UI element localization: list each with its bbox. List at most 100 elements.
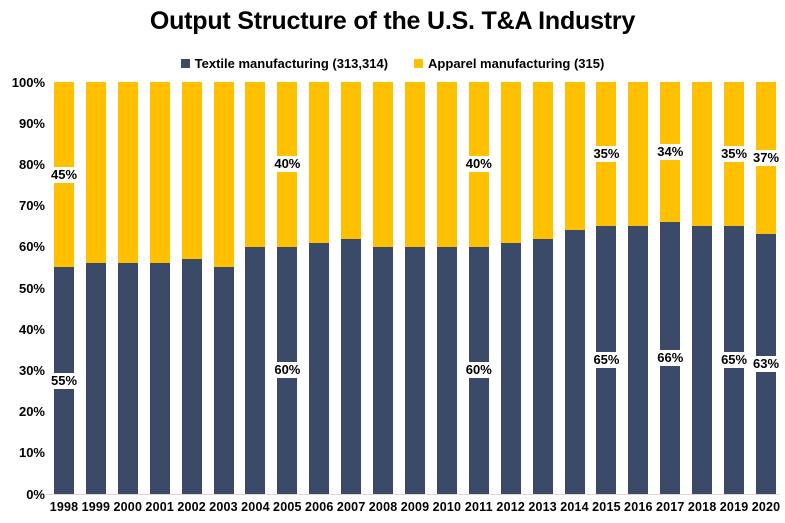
- bar-segment-apparel: [405, 82, 425, 247]
- y-tick-label: 90%: [18, 115, 45, 131]
- bar-segment-textile: [85, 263, 106, 494]
- y-tick-label: 50%: [18, 280, 45, 296]
- x-tick-label: 2004: [241, 500, 270, 514]
- y-tick-label: 40%: [18, 321, 45, 337]
- y-tick-label: 80%: [18, 156, 45, 172]
- x-tick-label: 2010: [432, 500, 462, 514]
- bar-segment-textile: [181, 259, 202, 494]
- legend-swatch-apparel-icon: [414, 59, 424, 68]
- x-tick-label: 1999: [81, 500, 111, 514]
- bar-column: 2012: [496, 82, 525, 514]
- bar-column: 2008: [369, 82, 397, 514]
- data-label-apparel: 35%: [718, 146, 751, 163]
- data-label-textile: 55%: [47, 372, 81, 389]
- data-label-apparel: 40%: [462, 156, 495, 173]
- bar-segment-apparel: [117, 82, 138, 264]
- x-tick-label: 2005: [273, 500, 302, 514]
- bar-segment-textile: [245, 246, 266, 494]
- bar-column: 55% 45% 1998: [47, 82, 81, 514]
- bar-column: 2009: [401, 82, 429, 514]
- bar-segment-apparel: [436, 82, 457, 247]
- bar-segment-apparel: [181, 82, 202, 260]
- bar-column: 60% 40% 2011: [462, 82, 495, 514]
- data-label-apparel: 45%: [47, 166, 81, 183]
- data-label-textile: 60%: [462, 362, 495, 379]
- y-tick-label: 0%: [26, 486, 45, 502]
- y-tick-label: 30%: [18, 362, 45, 378]
- bar-segment-textile: [149, 263, 170, 494]
- bar-column: 65% 35% 2019: [718, 82, 751, 514]
- y-tick-label: 70%: [18, 198, 45, 214]
- bar-segment-apparel: [309, 82, 330, 243]
- data-label-apparel: 35%: [590, 146, 623, 163]
- data-label-apparel: 34%: [654, 144, 687, 161]
- x-tick-label: 2011: [464, 500, 493, 514]
- x-tick-label: 2014: [560, 500, 589, 514]
- bar-segment-textile: [628, 226, 649, 494]
- bar-segment-apparel: [149, 82, 170, 264]
- bar-segment-apparel: [500, 82, 521, 243]
- bar-segment-textile: [309, 242, 330, 494]
- y-tick-label: 10%: [18, 445, 45, 461]
- bar-column: 63% 37% 2020: [749, 82, 783, 514]
- legend-item-apparel: Apparel manufacturing (315): [414, 56, 604, 71]
- bar-segment-textile: [373, 246, 394, 494]
- y-tick-label: 20%: [18, 404, 45, 420]
- bar-column: 2018: [688, 82, 716, 514]
- bar-segment-apparel: [628, 82, 649, 227]
- x-tick-label: 2001: [145, 500, 175, 514]
- data-label-textile: 65%: [718, 352, 751, 369]
- x-tick-label: 2015: [592, 500, 621, 514]
- x-axis-line: [46, 494, 780, 495]
- x-tick-label: 2007: [336, 500, 366, 514]
- data-label-textile: 63%: [749, 356, 783, 373]
- bar-segment-apparel: [85, 82, 106, 264]
- bars-container: 55% 45% 1998 1999 2000 2001 2002 2003 2004 60% 40%…: [47, 82, 783, 514]
- bar-segment-apparel: [564, 82, 585, 231]
- bar-column: 2003: [209, 82, 238, 514]
- bar-segment-apparel: [692, 82, 713, 227]
- chart-title: Output Structure of the U.S. T&A Industr…: [149, 7, 636, 35]
- bar-segment-textile: [117, 263, 138, 494]
- bar-column: 65% 35% 2015: [590, 82, 623, 514]
- legend-swatch-textile-icon: [180, 59, 190, 68]
- bar-column: 2007: [337, 82, 365, 514]
- bar-segment-textile: [532, 238, 553, 494]
- data-label-textile: 66%: [654, 350, 687, 367]
- bar-segment-textile: [692, 226, 713, 494]
- x-tick-label: 2002: [177, 500, 206, 514]
- bar-column: 2016: [624, 82, 652, 514]
- bar-column: 66% 34% 2017: [654, 82, 687, 514]
- bar-column: 1999: [82, 82, 110, 514]
- x-tick-label: 2006: [304, 500, 334, 514]
- x-tick-label: 2009: [400, 500, 430, 514]
- bar-segment-textile: [341, 238, 362, 494]
- bar-column: 2010: [433, 82, 461, 514]
- data-label-textile: 60%: [271, 362, 304, 379]
- x-tick-label: 2020: [751, 500, 781, 514]
- legend-label-apparel: Apparel manufacturing (315): [428, 56, 605, 71]
- legend: Textile manufacturing (313,314) Apparel …: [0, 56, 785, 71]
- x-tick-label: 2012: [496, 500, 526, 514]
- bar-segment-apparel: [341, 82, 362, 239]
- bar-column: 2013: [528, 82, 557, 514]
- bar-segment-textile: [436, 246, 457, 494]
- legend-item-textile: Textile manufacturing (313,314): [180, 56, 388, 71]
- bar-column: 2001: [145, 82, 174, 514]
- bar-segment-apparel: [213, 82, 234, 268]
- bar-column: 2006: [305, 82, 333, 514]
- x-tick-label: 2019: [719, 500, 749, 514]
- bar-column: 60% 40% 2005: [271, 82, 304, 514]
- y-tick-label: 60%: [18, 239, 45, 255]
- bar-segment-apparel: [373, 82, 394, 247]
- data-label-textile: 65%: [590, 352, 623, 369]
- x-tick-label: 1998: [49, 500, 79, 514]
- bar-segment-textile: [213, 267, 234, 494]
- x-tick-label: 2008: [368, 500, 398, 514]
- bar-segment-apparel: [245, 82, 266, 247]
- bar-column: 2002: [177, 82, 206, 514]
- data-label-apparel: 40%: [271, 156, 304, 173]
- bar-segment-textile: [500, 242, 521, 494]
- bar-segment-apparel: [532, 82, 553, 239]
